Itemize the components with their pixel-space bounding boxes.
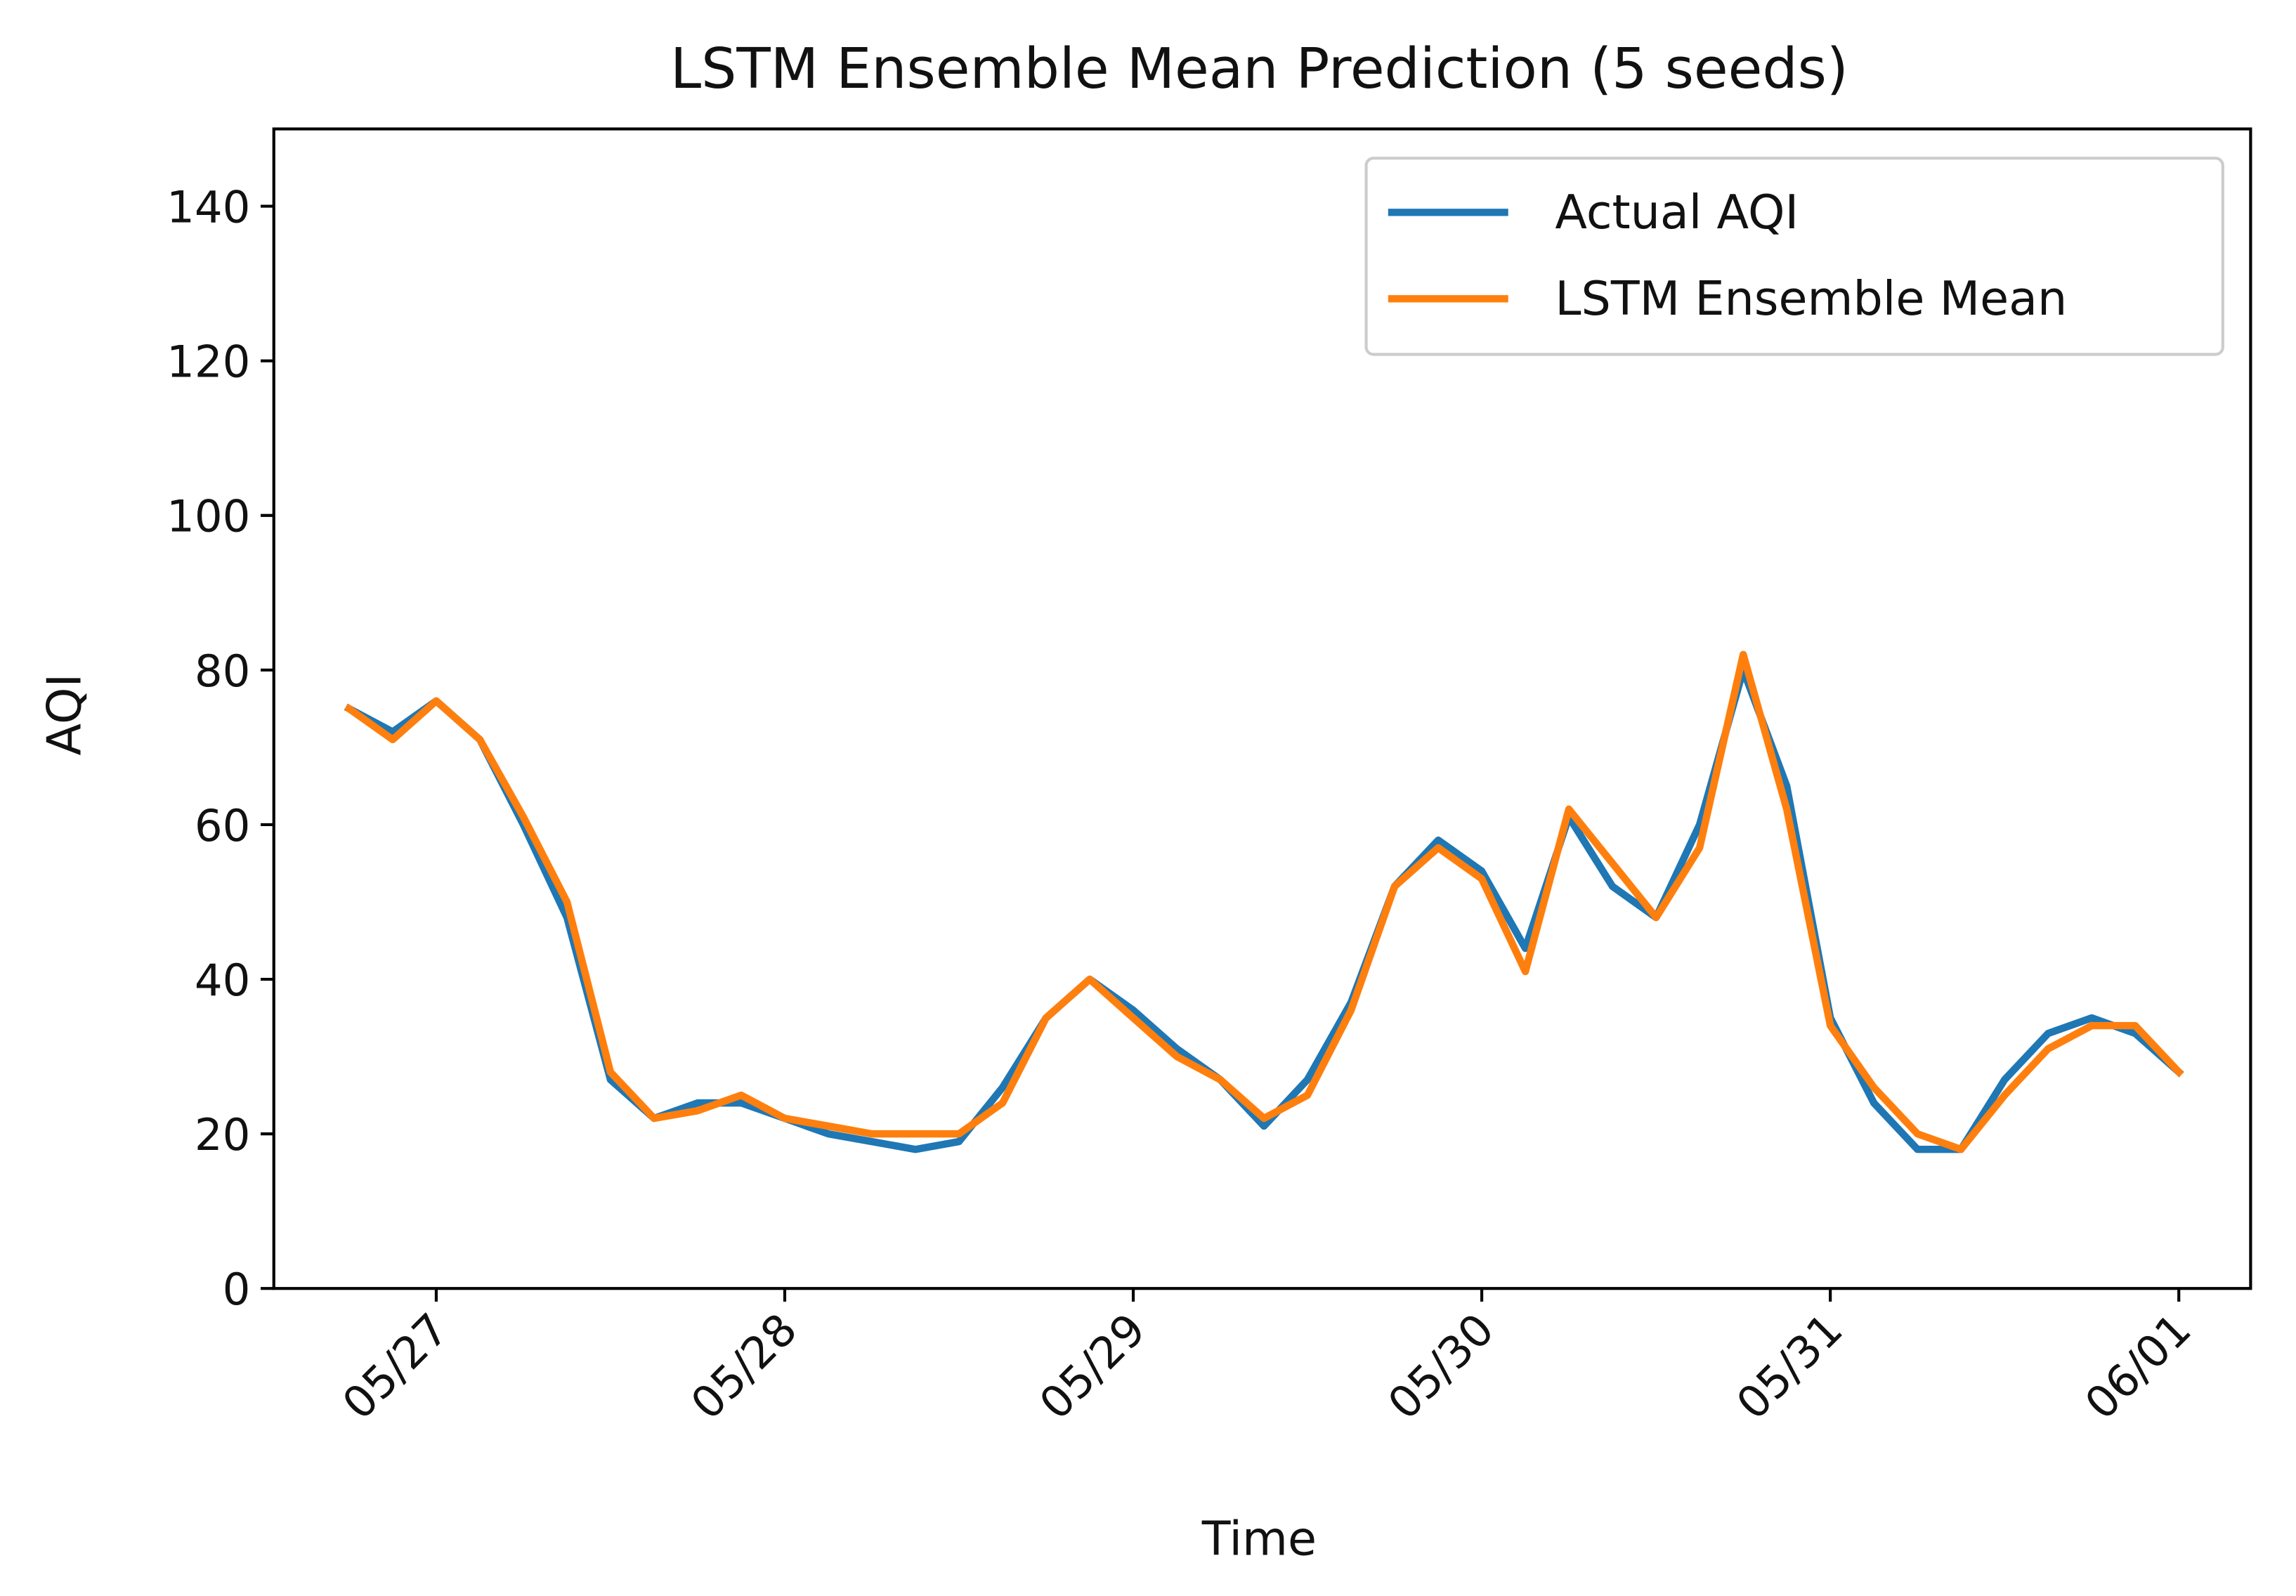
y-tick-label: 0 xyxy=(223,1264,251,1315)
y-tick-label: 100 xyxy=(167,491,250,542)
y-tick-label: 60 xyxy=(195,800,251,851)
x-axis-label: Time xyxy=(1201,1512,1317,1566)
y-tick-label: 20 xyxy=(195,1109,251,1160)
plot-area xyxy=(344,650,2184,1153)
x-tick-label: 05/29 xyxy=(1029,1304,1155,1430)
legend-label: LSTM Ensemble Mean xyxy=(1555,271,2067,326)
y-tick-label: 80 xyxy=(195,646,251,697)
y-tick-label: 140 xyxy=(167,181,250,233)
axes-frame xyxy=(272,127,2252,1290)
y-tick-label: 120 xyxy=(167,336,250,388)
series-line xyxy=(344,666,2184,1153)
x-tick-label: 05/27 xyxy=(332,1304,458,1430)
legend: Actual AQI LSTM Ensemble Mean xyxy=(1364,157,2224,356)
x-tick-label: 05/28 xyxy=(681,1304,807,1430)
y-tick-label: 40 xyxy=(195,955,251,1006)
legend-label: Actual AQI xyxy=(1555,185,1799,240)
x-tick-label: 05/31 xyxy=(1727,1304,1853,1430)
x-tick-label: 05/30 xyxy=(1378,1304,1504,1430)
y-axis-label: AQI xyxy=(37,674,92,756)
x-tick-label: 06/01 xyxy=(2075,1304,2201,1430)
series-line xyxy=(344,650,2184,1153)
chart-title: LSTM Ensemble Mean Prediction (5 seeds) xyxy=(670,36,1848,101)
legend-box xyxy=(1364,157,2224,356)
